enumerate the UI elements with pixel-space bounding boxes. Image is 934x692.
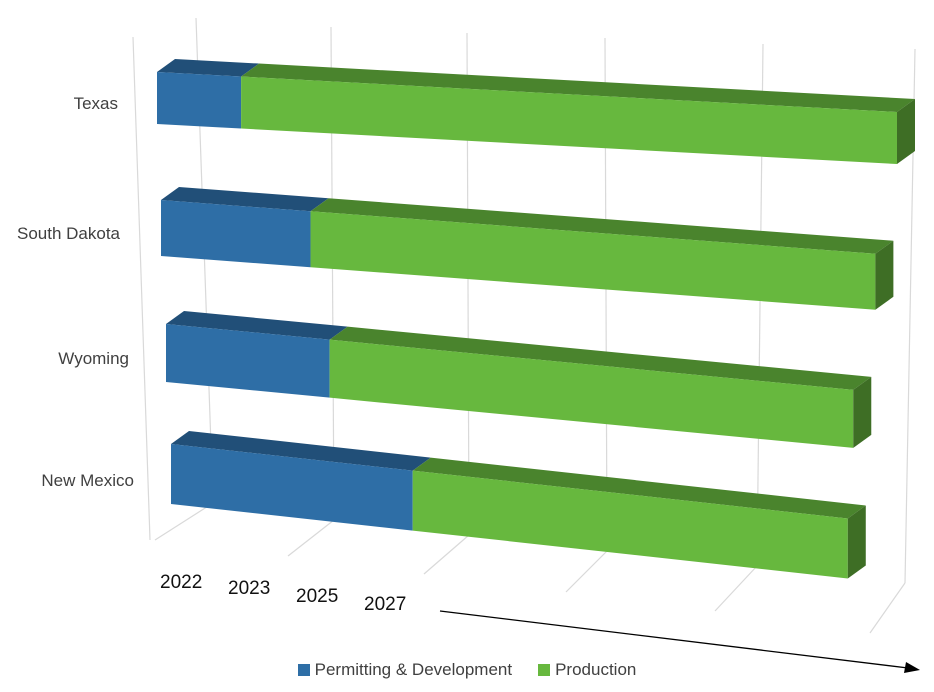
bar-top-south-dakota-production [310, 198, 894, 254]
floor-line-2 [287, 519, 335, 557]
bar-south-dakota-permitting-development [161, 200, 311, 268]
floor-line-4 [565, 550, 608, 593]
bar-texas-permitting-development [157, 72, 242, 129]
bar-end-new-mexico [847, 505, 866, 579]
x-tick-2025: 2025 [296, 586, 338, 607]
bar-top-texas-production [241, 63, 915, 112]
legend-swatch-production [538, 664, 551, 676]
category-label-texas: Texas [74, 94, 118, 113]
category-label-wyoming: Wyoming [58, 349, 129, 368]
bar-texas-production [241, 76, 897, 164]
bar-wyoming-production [329, 339, 854, 448]
bar-top-texas-permitting-development [157, 59, 260, 77]
category-label-south-dakota: South Dakota [17, 224, 121, 243]
bar-top-wyoming-permitting-development [166, 311, 348, 340]
floor-line-6 [869, 582, 906, 634]
legend-item-production: Production [538, 660, 636, 680]
bar-top-south-dakota-permitting-development [161, 187, 329, 212]
gridline-1 [132, 36, 151, 541]
bar-south-dakota-production [310, 211, 876, 310]
floor-line-5 [714, 565, 758, 612]
floor-line-3 [423, 534, 470, 575]
floor-line-1 [154, 502, 214, 541]
bar-end-south-dakota [875, 240, 894, 310]
bar-top-new-mexico-production [412, 457, 866, 519]
bar-top-new-mexico-permitting-development [171, 431, 431, 471]
bar-wyoming-permitting-development [166, 324, 330, 398]
bar-top-wyoming-production [329, 326, 872, 390]
bar-new-mexico-permitting-development [171, 444, 413, 531]
x-tick-2027: 2027 [364, 594, 406, 615]
legend-item-permitting-development: Permitting & Development [297, 660, 513, 680]
x-tick-2023: 2023 [228, 578, 270, 599]
x-tick-2022: 2022 [160, 572, 202, 593]
legend: Permitting & Development Production [0, 660, 934, 680]
timeline-arrow-line [439, 610, 909, 669]
bar-end-wyoming [853, 376, 872, 448]
category-label-new-mexico: New Mexico [41, 471, 134, 490]
bar-end-texas [897, 99, 915, 164]
legend-label-permitting-development: Permitting & Development [314, 660, 513, 679]
legend-swatch-permitting-development [297, 664, 310, 676]
timeline-arrow-head [904, 662, 920, 673]
bar-new-mexico-production [412, 470, 848, 579]
legend-label-production: Production [555, 660, 637, 679]
